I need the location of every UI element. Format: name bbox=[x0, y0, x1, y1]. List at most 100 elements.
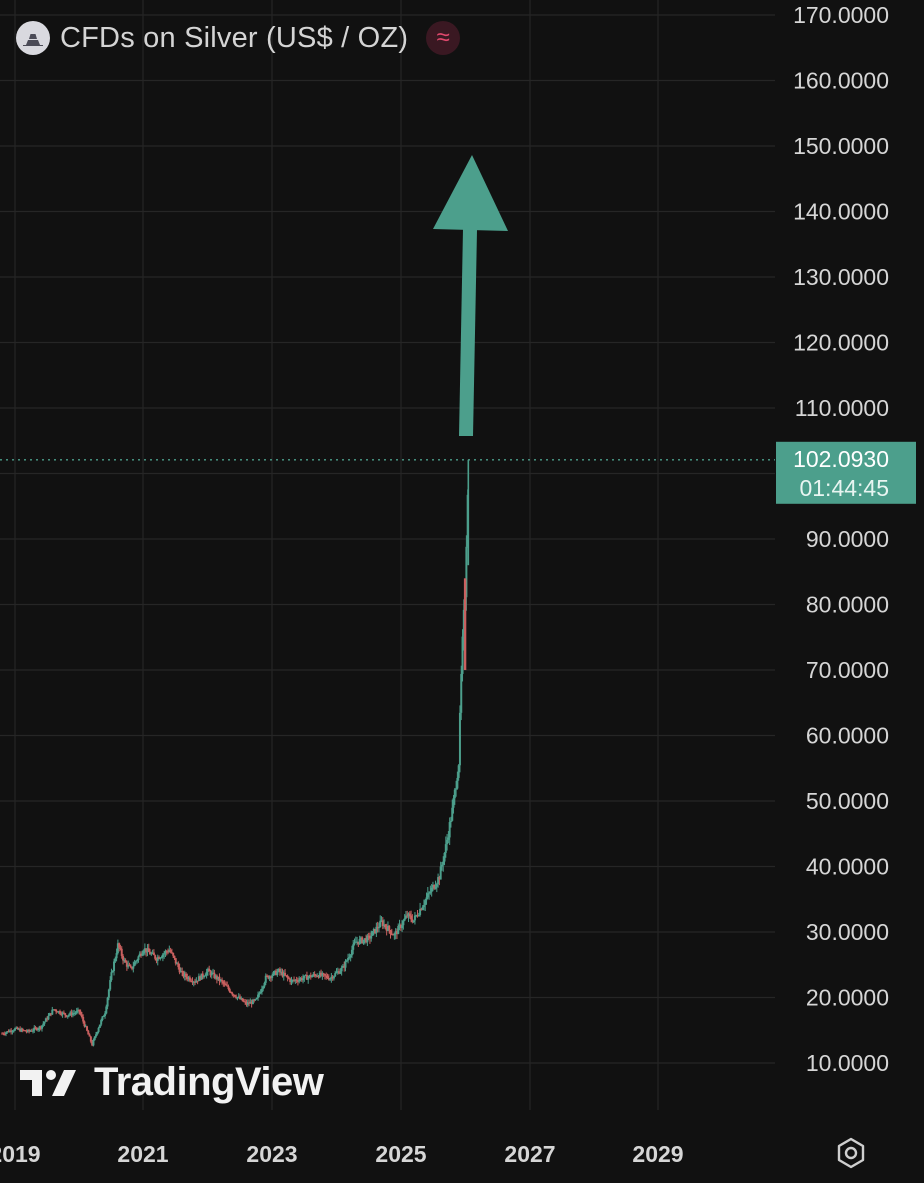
candle-body bbox=[331, 976, 334, 979]
annotation-arrow[interactable] bbox=[433, 155, 508, 436]
y-tick-label[interactable]: 30.0000 bbox=[806, 919, 889, 945]
x-tick-label[interactable]: 2025 bbox=[375, 1141, 426, 1167]
candle-body bbox=[105, 1006, 108, 1014]
y-tick-label[interactable]: 140.0000 bbox=[793, 199, 889, 225]
candle-body bbox=[74, 1012, 77, 1014]
candle-body bbox=[152, 952, 155, 956]
candle-body bbox=[79, 1011, 82, 1015]
candle-body bbox=[394, 931, 397, 935]
candle-body bbox=[380, 920, 383, 922]
candle-body bbox=[15, 1027, 18, 1029]
y-tick-label[interactable]: 120.0000 bbox=[793, 330, 889, 356]
candle-body bbox=[115, 953, 118, 959]
tradingview-logo[interactable]: TradingView bbox=[20, 1060, 324, 1105]
candle-body bbox=[131, 967, 134, 969]
candle-body bbox=[137, 956, 140, 960]
candle-body bbox=[100, 1020, 103, 1025]
candle-body bbox=[119, 947, 122, 949]
candle-body bbox=[281, 971, 284, 977]
y-tick-label[interactable]: 40.0000 bbox=[806, 854, 889, 880]
arrow-shaft[interactable] bbox=[459, 229, 477, 436]
candle-body bbox=[348, 957, 351, 959]
candle-body bbox=[68, 1014, 71, 1016]
candle-body bbox=[332, 976, 335, 979]
candle-body bbox=[56, 1011, 59, 1013]
candle-body bbox=[374, 928, 377, 934]
symbol-title[interactable]: CFDs on Silver (US$ / OZ) bbox=[60, 21, 409, 54]
candle-body bbox=[268, 976, 271, 979]
symbol-legend[interactable]: CFDs on Silver (US$ / OZ) ≈ bbox=[16, 14, 461, 62]
candle-body bbox=[204, 975, 207, 977]
candle-body bbox=[43, 1021, 46, 1024]
candle-body bbox=[383, 924, 386, 927]
candle-body bbox=[199, 976, 202, 980]
candle-body bbox=[338, 971, 341, 974]
candle-body bbox=[245, 1001, 248, 1005]
y-tick-label[interactable]: 150.0000 bbox=[793, 133, 889, 159]
candle-body bbox=[212, 972, 215, 974]
x-tick-label[interactable]: 2027 bbox=[504, 1141, 555, 1167]
candle-body bbox=[147, 948, 150, 952]
y-tick-label[interactable]: 20.0000 bbox=[806, 985, 889, 1011]
approx-icon[interactable]: ≈ bbox=[426, 21, 461, 55]
candle-body bbox=[6, 1031, 9, 1033]
y-tick-label[interactable]: 90.0000 bbox=[806, 526, 889, 552]
candle-body bbox=[303, 975, 306, 979]
candle-body bbox=[260, 988, 263, 993]
candle-body bbox=[104, 1013, 107, 1017]
bar-countdown: 01:44:45 bbox=[799, 475, 889, 501]
candle-body bbox=[30, 1030, 33, 1032]
candle-body bbox=[185, 973, 188, 977]
candle-body bbox=[404, 915, 407, 919]
candle-body bbox=[232, 994, 235, 996]
candle-body bbox=[263, 982, 266, 987]
x-tick-label[interactable]: 2029 bbox=[632, 1141, 683, 1167]
y-tick-label[interactable]: 50.0000 bbox=[806, 788, 889, 814]
candle-body bbox=[250, 1001, 253, 1005]
y-tick-label[interactable]: 170.0000 bbox=[793, 2, 889, 28]
candle-body bbox=[154, 955, 157, 959]
candle-body bbox=[439, 866, 442, 880]
y-tick-label[interactable]: 80.0000 bbox=[806, 592, 889, 618]
x-tick-label[interactable]: 2023 bbox=[246, 1141, 297, 1167]
candle-body bbox=[300, 978, 303, 981]
y-tick-label[interactable]: 10.0000 bbox=[806, 1050, 889, 1076]
candle-body bbox=[230, 991, 233, 993]
candle-body bbox=[14, 1028, 16, 1031]
y-tick-label[interactable]: 110.0000 bbox=[795, 395, 889, 421]
y-tick-label[interactable]: 160.0000 bbox=[793, 68, 889, 94]
candle-body bbox=[460, 673, 463, 713]
candle-body bbox=[326, 975, 329, 978]
candle-body bbox=[191, 981, 194, 983]
chart-settings-button[interactable] bbox=[832, 1134, 870, 1172]
candle-body bbox=[124, 960, 127, 963]
candle-body bbox=[75, 1010, 78, 1013]
y-tick-label[interactable]: 130.0000 bbox=[793, 264, 889, 290]
candle-body bbox=[291, 979, 294, 981]
candle-body bbox=[160, 957, 163, 959]
y-tick-label[interactable]: 60.0000 bbox=[806, 723, 889, 749]
candle-body bbox=[71, 1013, 74, 1016]
candle-body bbox=[122, 955, 125, 961]
candle-body bbox=[345, 960, 348, 962]
candle-body bbox=[170, 952, 173, 954]
candle-body bbox=[82, 1016, 85, 1022]
x-tick-label[interactable]: 2021 bbox=[117, 1141, 168, 1167]
candle-body bbox=[266, 975, 269, 977]
candle-body bbox=[210, 972, 213, 976]
axes[interactable]: 10.0000 20.0000 30.0000 40.0000 50.0000 60.00… bbox=[0, 2, 889, 1167]
candle-body bbox=[313, 974, 316, 976]
y-tick-label[interactable]: 70.0000 bbox=[806, 657, 889, 683]
arrow-head[interactable] bbox=[433, 155, 508, 231]
candle-body bbox=[412, 920, 415, 922]
x-tick-label[interactable]: 2019 bbox=[0, 1141, 41, 1167]
candle-body bbox=[325, 975, 328, 977]
candle-body bbox=[165, 951, 168, 953]
candle-body bbox=[140, 953, 143, 956]
candle-body bbox=[254, 999, 257, 1001]
candle-body bbox=[419, 908, 422, 915]
candle-body bbox=[97, 1027, 100, 1032]
candle-body bbox=[318, 972, 321, 978]
